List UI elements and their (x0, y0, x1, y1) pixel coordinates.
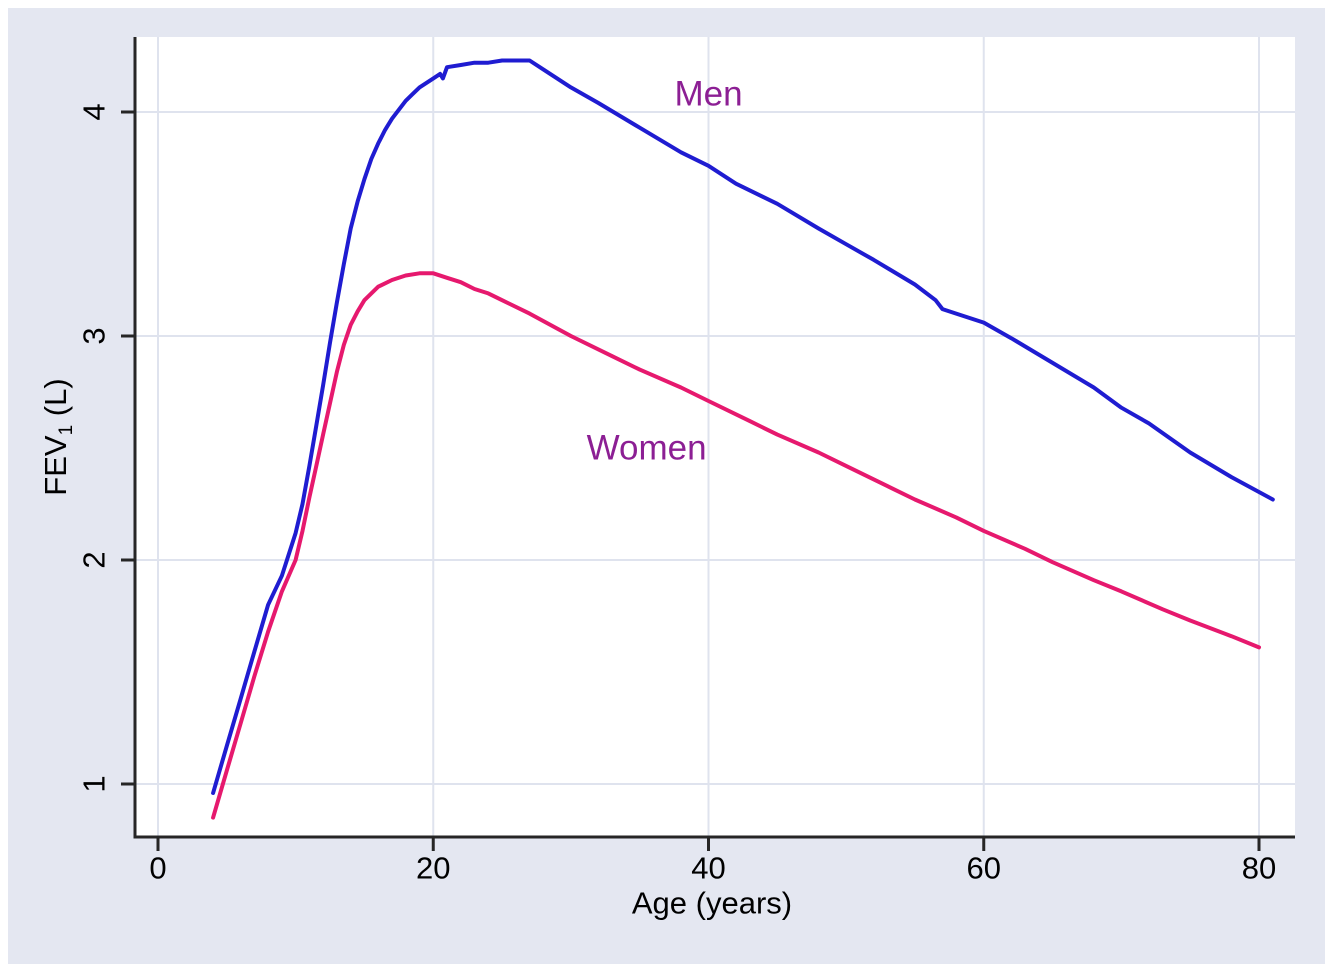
y-tick-label: 1 (76, 775, 112, 793)
y-tick-label: 2 (76, 551, 112, 569)
y-axis-title-subscript: 1 (56, 424, 77, 436)
plot-area (135, 37, 1295, 837)
axis-lines (133, 37, 1295, 839)
x-tick-label: 0 (149, 850, 167, 886)
women-series-label: Women (586, 428, 707, 468)
y-axis-title-unit: (L) (38, 378, 73, 425)
men-series-label: Men (674, 74, 743, 114)
y-tick-label: 3 (76, 327, 112, 345)
x-tick-label: 40 (691, 850, 726, 886)
men-curve (211, 58, 1275, 795)
women-curve (211, 271, 1261, 820)
y-axis-title-main: FEV (38, 435, 73, 496)
y-axis-title: FEV1 (L) (38, 378, 77, 496)
y-tick-label: 4 (76, 103, 112, 121)
x-tick-label: 80 (1241, 850, 1277, 886)
x-tick-label: 60 (966, 850, 1001, 886)
x-axis-title: Age (years) (631, 885, 793, 921)
x-tick-label: 20 (416, 850, 451, 886)
